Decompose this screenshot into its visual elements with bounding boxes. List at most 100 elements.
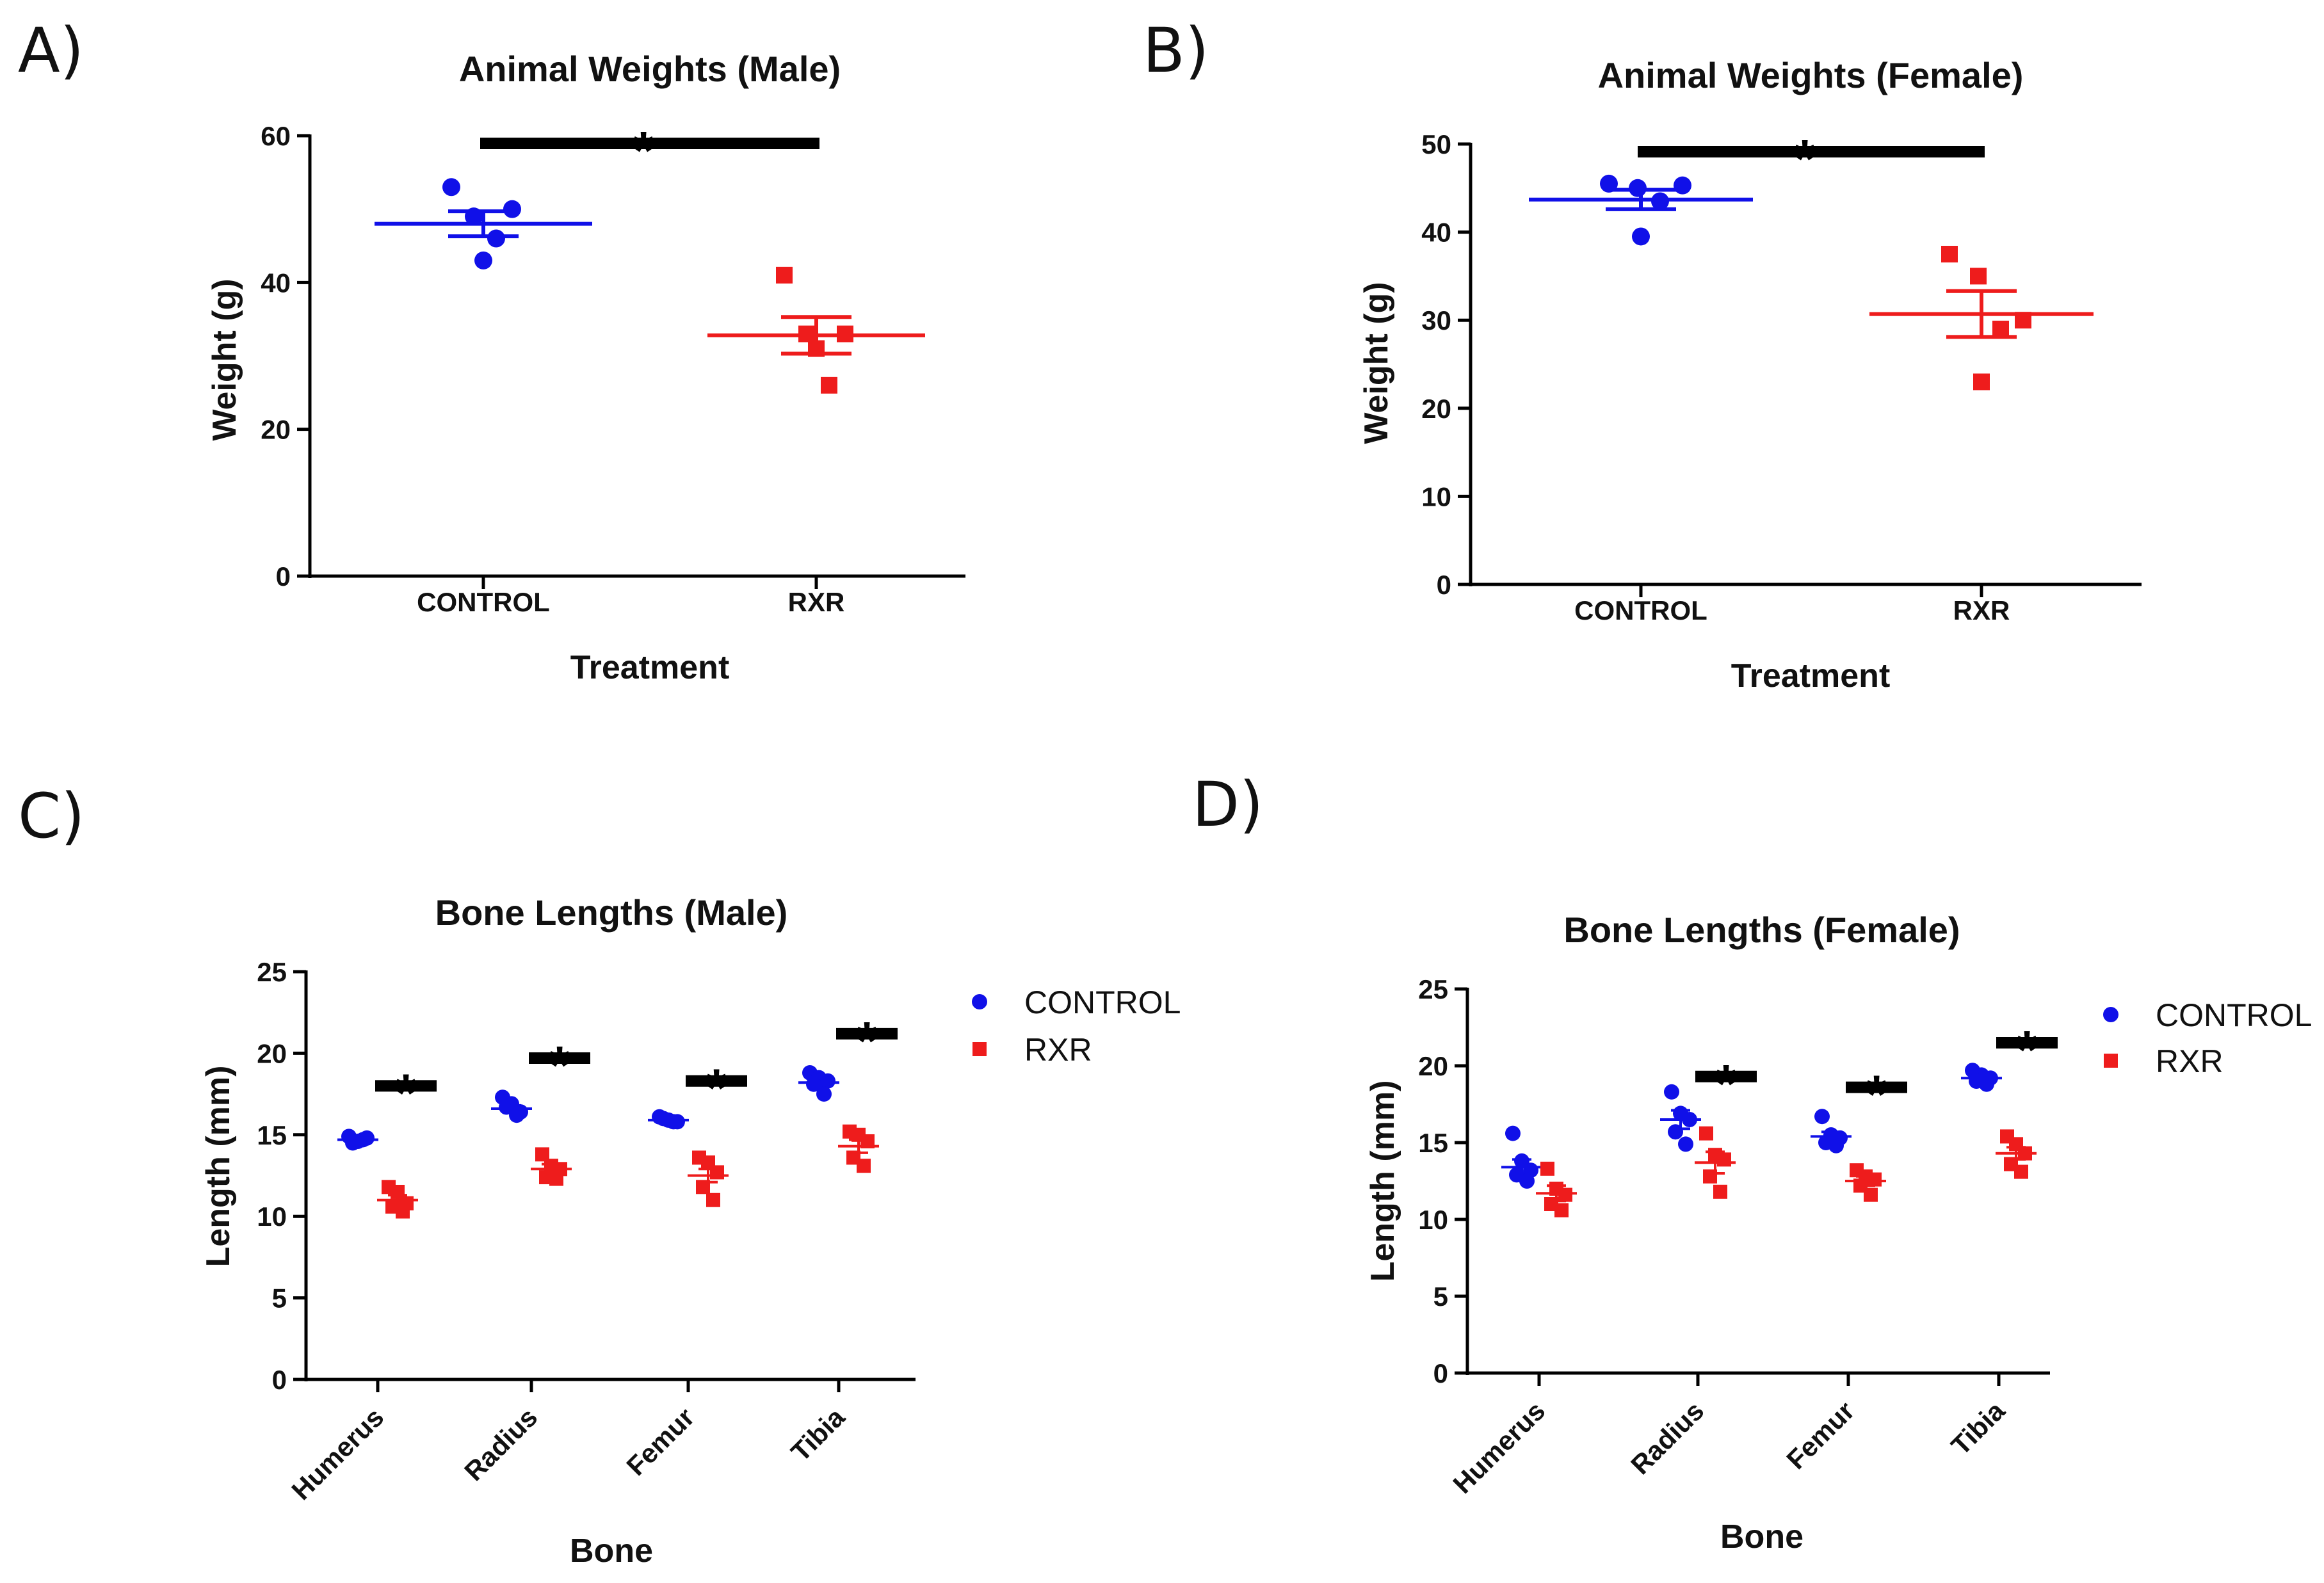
control-point [1814,1109,1830,1125]
y-tick-label: 60 [261,121,291,151]
rxr-point [396,1204,410,1219]
rxr-point [1713,1184,1727,1199]
control-point [474,251,492,269]
control-point [1668,1124,1683,1140]
chart-title: Animal Weights (Male) [459,49,841,89]
rxr-point [860,1134,875,1148]
rxr-point [1992,320,2009,337]
control-point [509,1107,524,1123]
rxr-point [535,1147,549,1162]
control-point [1629,179,1647,197]
chart-bone-lengths-male: C) Bone Lengths (Male) Bone Length (mm) … [18,780,1181,1570]
x-axis-label: Treatment [570,649,730,686]
x-axis-label: Bone [570,1532,653,1570]
x-tick-label: CONTROL [1574,595,1707,625]
x-tick-label: Femur [1780,1395,1860,1475]
y-tick-label: 25 [1418,974,1448,1004]
control-point [487,229,505,248]
y-tick-label: 20 [1418,1051,1448,1081]
y-axis-label: Length (mm) [1364,1081,1401,1282]
panel-label: B) [1143,15,1209,86]
rxr-point [1973,373,1990,390]
y-tick-label: 0 [1437,570,1451,600]
chart-title: Bone Lengths (Female) [1563,910,1960,950]
y-tick-label: 10 [1421,481,1451,511]
rxr-point [1699,1126,1713,1141]
chart-title: Animal Weights (Female) [1598,55,2024,95]
y-tick-label: 50 [1421,129,1451,159]
significance-star: * [549,1035,570,1095]
rxr-point [837,325,853,342]
control-point [1519,1173,1535,1189]
y-tick-label: 0 [272,1365,287,1395]
y-tick-label: 15 [257,1120,287,1150]
y-tick-label: 20 [261,415,291,445]
rxr-point [696,1180,710,1194]
x-tick-label: Tibia [785,1402,850,1467]
rxr-point [1558,1187,1572,1202]
legend-label: RXR [1024,1032,1092,1068]
chart-animal-weights-male: A) Animal Weights (Male) Treatment Weigh… [18,15,965,686]
x-tick-label: Radius [1625,1395,1709,1480]
x-tick-label: Radius [458,1402,543,1486]
y-tick-label: 25 [257,957,287,987]
panel-label: A) [18,15,84,86]
control-point [503,200,521,218]
control-point [442,178,460,197]
legend-marker-rxr [972,1042,987,1056]
significance-star: * [1716,1054,1737,1114]
y-tick-label: 5 [1433,1282,1448,1312]
control-point [1674,176,1691,195]
rxr-point [2014,1164,2028,1179]
y-tick-label: 30 [1421,305,1451,335]
y-tick-label: 15 [1418,1128,1448,1158]
control-point [465,207,483,226]
control-point [806,1076,821,1092]
control-point [499,1099,514,1115]
legend-label: CONTROL [1024,984,1181,1020]
chart-bone-lengths-female: D) Bone Lengths (Female) Bone Length (mm… [1192,769,2312,1555]
x-tick-label: Humerus [1447,1395,1551,1499]
control-point [1664,1084,1679,1100]
x-tick-label: Tibia [1945,1395,2010,1461]
rxr-point [798,325,815,342]
control-point [1600,174,1618,193]
rxr-point [391,1184,405,1199]
chart-title: Bone Lengths (Male) [435,892,788,933]
x-axis-label: Bone [1720,1518,1804,1555]
control-point [1828,1137,1844,1153]
rxr-point [710,1165,724,1180]
control-point [816,1086,832,1102]
legend-marker-control [972,994,987,1009]
rxr-point [1864,1187,1878,1202]
y-axis-label: Weight (g) [206,278,243,440]
x-tick-label: RXR [788,587,845,617]
control-point [1979,1076,1994,1092]
control-point [1651,192,1669,211]
control-point [1505,1125,1521,1141]
y-axis-label: Weight (g) [1358,282,1395,444]
panel-label: C) [18,780,85,852]
rxr-point [1941,246,1958,262]
y-tick-label: 20 [1421,394,1451,424]
control-point [355,1132,371,1148]
rxr-point [821,376,837,394]
y-tick-label: 5 [272,1283,287,1314]
legend-label: RXR [2156,1043,2223,1079]
rxr-point [2015,312,2031,329]
rxr-point [2018,1146,2032,1161]
chart-animal-weights-female: B) Animal Weights (Female) Treatment Wei… [1143,15,2142,695]
significance-star: * [2017,1020,2038,1080]
rxr-point [1868,1172,1882,1187]
significance-star: * [706,1058,727,1118]
control-point [1682,1112,1697,1127]
rxr-point [1717,1152,1731,1167]
significance-star: * [857,1011,878,1071]
rxr-point [776,266,793,284]
rxr-point [1540,1161,1554,1176]
x-tick-label: Humerus [286,1402,389,1506]
control-point [1678,1136,1693,1152]
significance-star: * [396,1063,417,1123]
y-tick-label: 0 [1433,1358,1448,1388]
